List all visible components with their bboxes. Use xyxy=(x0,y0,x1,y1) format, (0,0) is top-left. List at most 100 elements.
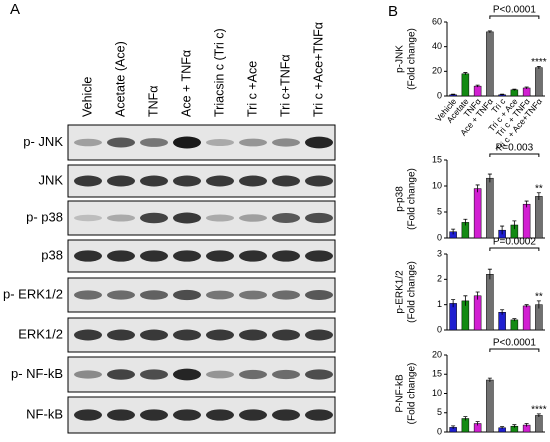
bar xyxy=(535,67,543,97)
blot-band xyxy=(140,409,168,421)
blot-band xyxy=(272,290,300,300)
blot-band xyxy=(140,329,168,341)
significance-bracket xyxy=(489,15,540,19)
error-bar xyxy=(487,173,492,183)
bar xyxy=(535,196,543,239)
blot-band xyxy=(173,212,201,224)
error-bar xyxy=(451,299,456,308)
error-bar xyxy=(524,200,529,208)
bar xyxy=(522,203,531,239)
error-bar xyxy=(487,30,492,33)
blot-band xyxy=(173,368,201,381)
y-axis-label: (Fold change) xyxy=(407,28,418,90)
blot-band xyxy=(206,250,234,262)
y-axis-label: P-NF-kB xyxy=(395,374,406,413)
y-axis-label: p-ERK1/2 xyxy=(395,270,406,314)
lane-label: TNFα xyxy=(146,85,160,117)
error-bar xyxy=(500,309,505,315)
lane-label: Triacsin c (Tri c) xyxy=(212,28,226,117)
bar xyxy=(461,73,470,97)
bar xyxy=(449,303,457,331)
blot-band xyxy=(140,369,168,380)
blot-band xyxy=(272,329,300,341)
row-label: p- JNK xyxy=(23,134,63,149)
y-tick-label: 2 xyxy=(437,274,442,284)
blot-band xyxy=(272,213,300,223)
error-bar xyxy=(475,291,480,300)
row-label: JNK xyxy=(38,172,63,187)
error-bar xyxy=(536,192,541,201)
blot-band xyxy=(305,212,333,224)
lane-label: Ace + TNFα xyxy=(179,50,193,117)
blot-band xyxy=(239,214,267,222)
significance-label: P=0.003 xyxy=(496,143,534,154)
blot-band xyxy=(272,138,300,147)
blot-band xyxy=(107,250,135,262)
blot-band xyxy=(107,329,135,341)
error-bar xyxy=(463,72,468,76)
blot-band xyxy=(305,329,333,341)
blot-band xyxy=(173,175,201,187)
error-bar xyxy=(487,268,492,280)
lane-label: Tri c +Ace xyxy=(245,61,259,117)
blot-band xyxy=(239,369,267,380)
lane-label: Tri c+TNFα xyxy=(278,54,292,117)
y-tick-label: 20 xyxy=(432,349,442,359)
significance-stars: ** xyxy=(535,183,543,194)
blot-band xyxy=(272,175,300,187)
blot-band xyxy=(239,290,267,300)
blot-band xyxy=(272,369,300,380)
error-bar xyxy=(524,423,529,427)
y-tick-label: 0 xyxy=(437,90,442,100)
error-bar xyxy=(512,88,517,91)
error-bar xyxy=(536,300,541,309)
blot-band xyxy=(74,290,102,300)
bar xyxy=(473,85,482,97)
y-tick-label: 3 xyxy=(437,248,442,258)
significance-bracket xyxy=(489,153,540,157)
blot-band xyxy=(305,136,333,149)
blot-band xyxy=(305,250,333,262)
row-label: p- p38 xyxy=(26,209,63,224)
blot-band xyxy=(206,409,234,421)
bar xyxy=(522,87,531,97)
y-tick-label: 1 xyxy=(437,299,442,309)
significance-stars: **** xyxy=(531,57,547,68)
error-bar xyxy=(463,295,468,306)
blot-band xyxy=(272,250,300,262)
bar xyxy=(461,418,470,433)
error-bar xyxy=(512,220,517,230)
blot-band xyxy=(272,409,300,421)
y-tick-label: 10 xyxy=(432,388,442,398)
blot-band xyxy=(107,369,135,380)
lane-label: Vehicle xyxy=(80,77,94,117)
bar xyxy=(486,379,494,433)
error-bar xyxy=(487,377,492,382)
blot-band xyxy=(206,329,234,341)
significance-stars: **** xyxy=(531,405,547,416)
error-bar xyxy=(512,318,517,322)
y-axis-label: (Fold change) xyxy=(407,363,418,425)
significance-bracket xyxy=(489,348,540,352)
blot-band xyxy=(74,138,102,147)
blot-band xyxy=(206,214,234,222)
blot-band xyxy=(74,214,102,222)
blot-band xyxy=(74,175,102,187)
bar xyxy=(486,177,494,239)
row-label: NF-kB xyxy=(26,406,63,421)
error-bar xyxy=(475,421,480,426)
blot-band xyxy=(305,175,333,187)
blot-band xyxy=(305,409,333,421)
panel-label: A xyxy=(10,1,20,18)
bar xyxy=(535,415,543,433)
blot-band xyxy=(206,370,234,379)
blot-band xyxy=(107,137,135,148)
error-bar xyxy=(475,184,480,193)
y-tick-label: 60 xyxy=(432,16,442,26)
blot-band xyxy=(206,290,234,300)
error-bar xyxy=(536,66,541,69)
error-bar xyxy=(475,84,480,88)
blot-band xyxy=(107,175,135,187)
blot-band xyxy=(173,136,201,149)
